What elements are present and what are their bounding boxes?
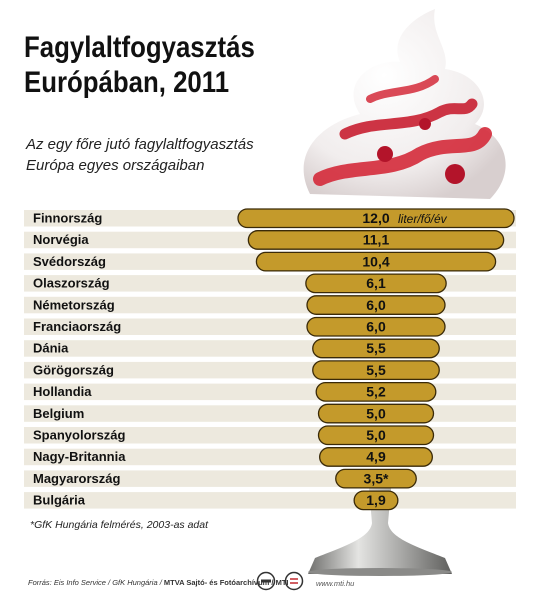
value-label: 5,5 [366, 362, 386, 378]
website-url: www.mti.hu [316, 579, 355, 588]
ice-cream-stand-illustration [308, 478, 452, 576]
category-label: Norvégia [33, 232, 89, 247]
bar [305, 273, 447, 294]
value-label: 5,0 [366, 405, 386, 421]
value-label: 5,5 [366, 340, 386, 356]
bar [237, 208, 515, 229]
value-label: 6,0 [366, 297, 386, 313]
source-agency: MTVA Sajtó- és Fotóarchívum / MTI [163, 578, 289, 587]
subtitle-line-1: Az egy főre jutó fagylaltfogyasztás [26, 136, 254, 153]
value-label: 1,9 [366, 492, 386, 508]
subtitle-line-2: Európa egyes országaiban [26, 157, 205, 174]
bar [317, 425, 435, 446]
bar [255, 251, 497, 272]
category-label: Magyarország [33, 471, 120, 486]
category-label: Franciaország [33, 319, 121, 334]
category-label: Görögország [33, 362, 114, 377]
category-label: Dánia [33, 341, 69, 356]
category-label: Nagy-Britannia [33, 449, 126, 464]
value-label: 3,5* [364, 470, 389, 486]
row-band [24, 405, 516, 422]
category-label: Hollandia [33, 384, 92, 399]
chart-subtitle: Az egy főre jutó fagylaltfogyasztás Euró… [26, 134, 254, 176]
bar [312, 360, 440, 381]
ice-cream-swirl-illustration [303, 9, 506, 199]
value-label: 11,1 [363, 232, 390, 248]
category-label: Spanyolország [33, 428, 126, 443]
category-label: Finnország [33, 211, 102, 226]
mtva-logo-icon [256, 571, 276, 591]
bar [306, 295, 446, 315]
title-line-1: Fagylaltfogyasztás [24, 31, 255, 64]
source-line: Forrás: Eis Info Service / GfK Hungária … [28, 578, 288, 587]
value-label: 6,1 [366, 275, 386, 291]
footnote: *GfK Hungária felmérés, 2003-as adat [30, 519, 209, 531]
value-label: 5,2 [366, 384, 386, 400]
category-label: Németország [33, 297, 115, 312]
value-label: 5,0 [366, 427, 386, 443]
category-label: Bulgária [33, 493, 86, 508]
bar [315, 381, 437, 402]
value-label: 6,0 [366, 319, 386, 335]
bar [353, 490, 399, 511]
row-band [24, 492, 516, 509]
row-band [24, 340, 516, 357]
bar [318, 447, 433, 467]
mti-logo-icon [284, 571, 304, 591]
bar [317, 403, 435, 424]
bar [335, 468, 417, 489]
category-label: Olaszország [33, 276, 110, 291]
category-label: Belgium [33, 406, 84, 421]
bar [312, 338, 440, 359]
bar [306, 316, 446, 337]
bar [247, 230, 505, 250]
value-label: 4,9 [366, 449, 386, 465]
title-line-2: Európában, 2011 [24, 66, 230, 99]
chart-title: Fagylaltfogyasztás Európában, 2011 [24, 30, 255, 100]
category-label: Svédország [33, 254, 106, 269]
source-text: Forrás: Eis Info Service / GfK Hungária … [28, 578, 164, 587]
value-label: 12,0 [362, 210, 389, 226]
value-label: 10,4 [362, 253, 389, 269]
unit-annotation: liter/fő/év [398, 212, 448, 226]
row-band [24, 383, 516, 401]
